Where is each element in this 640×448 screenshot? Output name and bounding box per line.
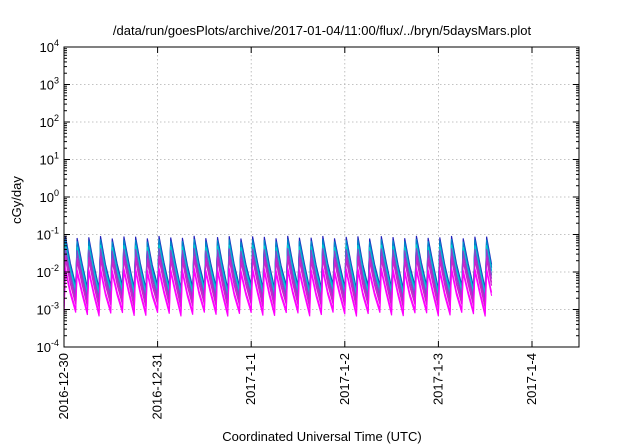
y-tick-label: 10-2: [37, 263, 59, 280]
x-tick-labels: 2016-12-30 2016-12-31 2017-1-1 2017-1-2 2017…: [56, 353, 539, 420]
y-tick-labels: 10-4 10-3 10-2 10-1 100 101 102 103 104: [37, 38, 59, 355]
plot-series: [63, 235, 493, 317]
y-tick-label: 10-1: [37, 226, 59, 243]
y-tick-label: 102: [40, 113, 59, 130]
chart-title: /data/run/goesPlots/archive/2017-01-04/1…: [113, 23, 532, 38]
axes: [63, 46, 580, 348]
x-tick-label: 2017-1-1: [243, 353, 258, 405]
x-tick-label: 2017-1-2: [337, 353, 352, 405]
x-tick-label: 2016-12-31: [150, 353, 165, 420]
y-tick-label: 10-4: [37, 338, 59, 355]
x-tick-label: 2017-1-3: [430, 353, 445, 405]
y-axis-label: cGy/day: [9, 176, 24, 224]
y-tick-label: 101: [40, 151, 59, 168]
x-tick-label: 2016-12-30: [56, 353, 71, 420]
x-tick-label: 2017-1-4: [524, 353, 539, 405]
y-tick-label: 103: [40, 76, 59, 93]
y-tick-label: 100: [40, 188, 59, 205]
y-tick-label: 104: [40, 38, 59, 55]
series-line: [63, 270, 493, 317]
y-tick-label: 10-3: [37, 301, 59, 318]
x-axis-label: Coordinated Universal Time (UTC): [222, 429, 421, 444]
